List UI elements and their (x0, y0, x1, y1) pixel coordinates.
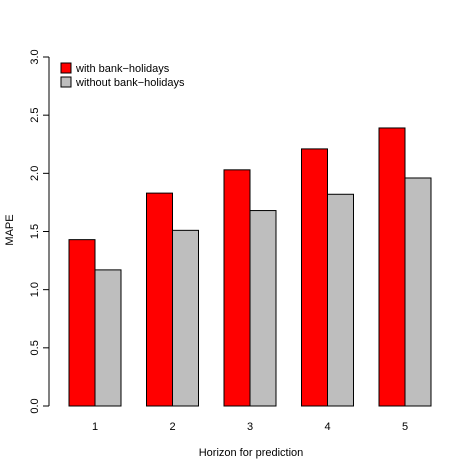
bar-without-bank-holidays-4 (327, 193, 354, 407)
legend-label: with bank−holidays (75, 63, 170, 75)
bar-without-bank-holidays-3 (249, 210, 277, 407)
bar-with-bank-holidays-3 (223, 169, 251, 407)
bars (68, 127, 432, 407)
x-tick-label: 4 (324, 421, 330, 433)
y-tick-label: 3.0 (29, 49, 41, 64)
legend: with bank−holidays without bank−holidays (60, 62, 185, 89)
y-tick-label: 0.5 (29, 340, 41, 355)
y-tick-label: 2.0 (29, 166, 41, 181)
x-tick-label: 2 (169, 421, 175, 433)
x-tick-label: 5 (402, 421, 408, 433)
y-tick-label: 1.0 (29, 282, 41, 297)
bar-with-bank-holidays-1 (68, 239, 96, 407)
y-axis-title: MAPE (4, 214, 16, 245)
bar-without-bank-holidays-5 (404, 177, 432, 407)
x-tick-label: 1 (92, 421, 98, 433)
x-tick-label: 3 (247, 421, 253, 433)
bar-without-bank-holidays-2 (172, 229, 199, 407)
y-tick-label: 0.0 (29, 398, 41, 413)
legend-swatch (60, 76, 72, 88)
legend-label: without bank−holidays (75, 77, 185, 89)
x-axis-title: Horizon for prediction (199, 447, 304, 459)
legend-swatch (60, 62, 72, 74)
bar-without-bank-holidays-1 (94, 269, 122, 407)
y-tick-label: 2.5 (29, 108, 41, 123)
y-tick-label: 1.5 (29, 224, 41, 239)
bar-with-bank-holidays-5 (378, 127, 406, 407)
x-axis-labels: 1 2 3 4 5 (92, 421, 408, 433)
bar-with-bank-holidays-2 (146, 192, 173, 407)
bar-with-bank-holidays-4 (301, 148, 328, 407)
y-axis: 0.0 0.5 1.0 1.5 2.0 2.5 3.0 (29, 49, 50, 414)
